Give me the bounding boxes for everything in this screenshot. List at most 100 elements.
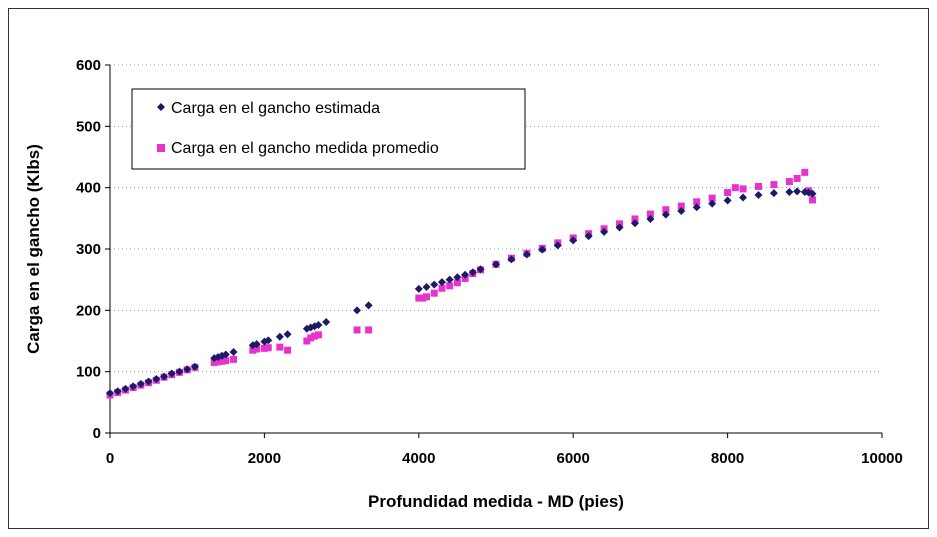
y-tick-label: 600 <box>76 57 101 74</box>
x-tick-label: 8000 <box>711 450 744 467</box>
estimated-point <box>769 189 778 198</box>
estimated-point <box>677 206 686 215</box>
estimated-point <box>538 245 547 254</box>
estimated-point <box>723 196 732 205</box>
estimated-point <box>793 187 802 196</box>
estimated-point <box>785 187 794 196</box>
y-tick-label: 200 <box>76 302 101 319</box>
measured-point <box>253 345 261 353</box>
measured-point <box>307 334 315 342</box>
measured-point <box>662 206 670 214</box>
estimated-point <box>353 306 362 315</box>
estimated-point <box>252 340 261 349</box>
estimated-point <box>364 301 373 310</box>
estimated-point <box>264 336 273 345</box>
estimated-point <box>113 387 122 396</box>
measured-point <box>809 196 817 204</box>
legend: Carga en el gancho estimada Carga en el … <box>131 88 526 170</box>
estimated-point <box>106 389 114 398</box>
estimated-point <box>461 270 470 279</box>
measured-point <box>419 294 427 302</box>
estimated-point <box>661 210 670 219</box>
measured-point <box>365 326 373 334</box>
legend-box <box>131 88 526 170</box>
estimated-point <box>152 375 161 384</box>
x-tick-label: 10000 <box>861 450 903 467</box>
measured-point <box>276 343 284 351</box>
x-tick-label: 4000 <box>402 450 435 467</box>
estimated-point <box>569 236 578 245</box>
estimated-point <box>584 232 593 241</box>
estimated-point <box>468 268 477 277</box>
estimated-point <box>492 260 500 269</box>
estimated-point <box>121 384 130 393</box>
measured-point <box>415 294 423 302</box>
measured-point <box>693 198 701 206</box>
measured-point <box>218 357 226 365</box>
estimated-point <box>314 321 323 330</box>
chart-frame: 0 100 200 300 400 500 600 0 2000 4000 6000 8000 100… <box>8 8 929 529</box>
estimated-point <box>553 241 562 250</box>
estimated-point <box>630 219 639 228</box>
estimated-point <box>600 227 609 236</box>
estimated-point <box>754 191 763 200</box>
estimated-point <box>322 317 331 326</box>
measured-point <box>770 181 778 189</box>
measured-point <box>423 293 431 301</box>
measured-point <box>801 168 809 176</box>
estimated-point <box>129 382 138 391</box>
estimated-point <box>136 379 145 388</box>
measured-point <box>249 346 257 354</box>
x-tick-label: 2000 <box>248 450 281 467</box>
estimated-point <box>275 332 284 341</box>
estimated-point <box>739 193 748 202</box>
measured-point <box>314 331 322 339</box>
estimated-point <box>183 365 192 374</box>
measured-point <box>430 289 438 297</box>
measured-point <box>260 344 268 352</box>
x-tick-label: 6000 <box>557 450 590 467</box>
y-tick-labels: 0 100 200 300 400 500 600 <box>76 57 101 442</box>
estimated-point <box>808 189 817 198</box>
measured-point <box>739 185 747 193</box>
y-tick-label: 0 <box>93 425 101 442</box>
estimated-point <box>160 372 169 381</box>
estimated-point <box>144 377 153 386</box>
estimated-point <box>283 330 292 339</box>
measured-point <box>303 337 311 345</box>
measured-point <box>438 284 446 292</box>
measured-point <box>724 189 732 197</box>
y-axis-title: Carga en el gancho (Klbs) <box>24 144 43 354</box>
estimated-point <box>692 203 701 212</box>
measured-point <box>353 326 361 334</box>
measured-point <box>677 202 685 210</box>
estimated-point <box>437 278 446 287</box>
y-tick-label: 400 <box>76 180 101 197</box>
estimated-point <box>453 273 462 282</box>
measured-point <box>646 210 654 218</box>
measured-point <box>453 279 461 287</box>
x-tick-label: 0 <box>106 450 114 467</box>
estimated-point <box>646 214 655 223</box>
estimated-point <box>414 284 423 293</box>
estimated-point <box>708 199 717 208</box>
estimated-point <box>522 250 531 259</box>
y-tick-label: 300 <box>76 241 101 258</box>
estimated-point <box>430 280 439 289</box>
measured-point <box>210 358 218 366</box>
y-tick-label: 500 <box>76 118 101 135</box>
estimated-point <box>422 283 431 292</box>
measured-point <box>222 357 230 365</box>
measured-point <box>264 344 272 352</box>
measured-point <box>311 332 319 340</box>
measured-point <box>631 215 639 223</box>
legend-marker-estimated <box>157 103 165 111</box>
estimated-point <box>175 367 184 376</box>
series-estimated-points <box>106 187 817 398</box>
measured-point <box>708 194 716 202</box>
estimated-point <box>476 265 485 274</box>
estimated-point <box>615 223 624 232</box>
legend-label-estimated: Carga en el gancho estimada <box>171 100 380 117</box>
estimated-point <box>445 275 454 284</box>
axes-layer <box>105 64 883 438</box>
